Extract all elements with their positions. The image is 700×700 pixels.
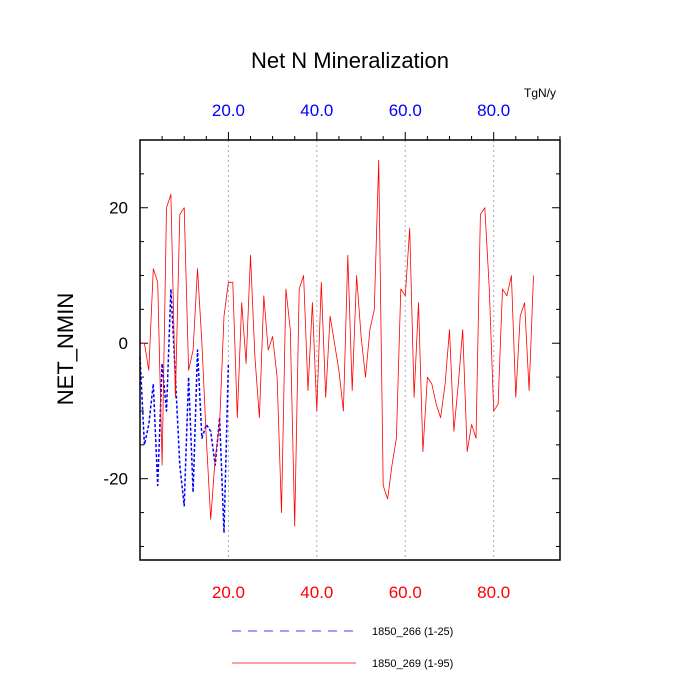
series-line-1 bbox=[139, 288, 230, 534]
x-tick-label-bottom: 60.0 bbox=[389, 583, 422, 602]
chart-title: Net N Mineralization bbox=[251, 48, 449, 73]
y-axis-label: NET_NMIN bbox=[53, 293, 78, 405]
series-lines bbox=[139, 159, 534, 534]
y-tick-label: -20 bbox=[103, 470, 128, 489]
legend-label: 1850_266 (1-25) bbox=[372, 626, 453, 638]
y-tick-label: 20 bbox=[109, 199, 128, 218]
x-tick-label-top: 40.0 bbox=[300, 101, 333, 120]
grid bbox=[227, 140, 495, 560]
axis-ticks bbox=[140, 132, 561, 547]
y-tick-label: 0 bbox=[119, 334, 128, 353]
legend: 1850_266 (1-25) 1850_269 (1-95) bbox=[232, 626, 453, 670]
tick-labels: 20 0 -20 20.0 40.0 60.0 80.0 20.0 40.0 60.0 80.0 bbox=[103, 101, 510, 602]
legend-label: 1850_269 (1-95) bbox=[372, 658, 453, 670]
units-label: TgN/y bbox=[524, 86, 556, 100]
x-tick-label-bottom: 20.0 bbox=[212, 583, 245, 602]
plot-frame bbox=[139, 139, 561, 561]
x-tick-label-top: 80.0 bbox=[477, 101, 510, 120]
x-tick-label-bottom: 40.0 bbox=[300, 583, 333, 602]
x-tick-label-top: 20.0 bbox=[212, 101, 245, 120]
x-tick-label-bottom: 80.0 bbox=[477, 583, 510, 602]
x-tick-label-top: 60.0 bbox=[389, 101, 422, 120]
series-line-2 bbox=[140, 159, 534, 527]
